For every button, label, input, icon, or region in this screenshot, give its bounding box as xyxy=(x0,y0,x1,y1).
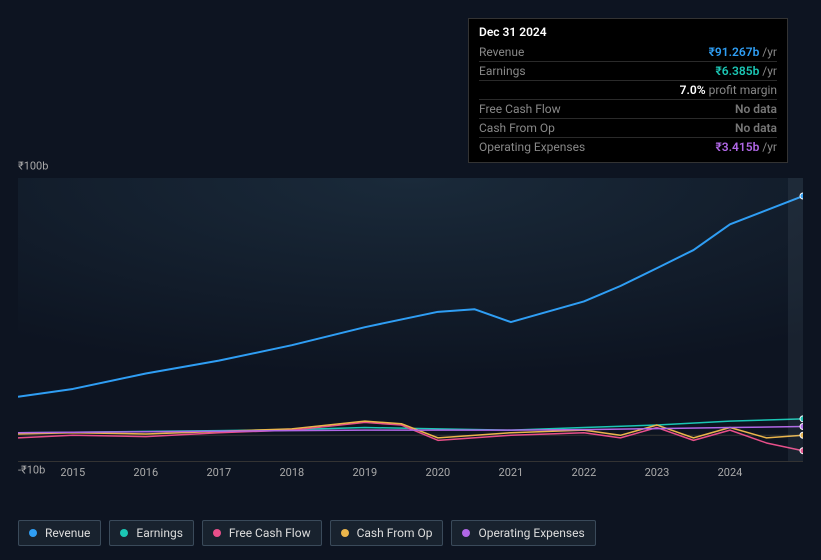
tooltip-row-suffix: profit margin xyxy=(706,83,777,97)
legend: Revenue Earnings Free Cash Flow Cash From O… xyxy=(18,520,596,546)
tooltip-row-value-wrap: ₹3.415b /yr xyxy=(715,140,777,154)
x-tick-label: 2015 xyxy=(60,466,85,479)
x-tick-label: 2016 xyxy=(133,466,158,479)
tooltip-rows: Revenue ₹91.267b /yr Earnings ₹6.385b /yr 7.… xyxy=(479,43,777,156)
tooltip-row: Revenue ₹91.267b /yr xyxy=(479,43,777,61)
tooltip-row: Cash From Op No data xyxy=(479,118,777,137)
legend-label: Earnings xyxy=(136,526,183,540)
legend-label: Cash From Op xyxy=(357,526,433,540)
tooltip-row-value: No data xyxy=(735,121,777,135)
tooltip-row-suffix: /yr xyxy=(759,64,777,78)
x-tick-label: 2019 xyxy=(352,466,377,479)
x-tick-label: 2020 xyxy=(426,466,451,479)
legend-swatch xyxy=(213,529,221,537)
legend-label: Free Cash Flow xyxy=(229,526,311,540)
tooltip-row-label: Operating Expenses xyxy=(479,140,585,154)
x-tick-label: 2024 xyxy=(718,466,743,479)
highlight-band xyxy=(788,178,803,461)
legend-label: Operating Expenses xyxy=(478,526,584,540)
tooltip-row-value-wrap: No data xyxy=(735,121,777,135)
tooltip-date: Dec 31 2024 xyxy=(479,25,777,43)
tooltip-row-value: No data xyxy=(735,102,777,116)
legend-label: Revenue xyxy=(45,526,90,540)
tooltip-row-value-wrap: No data xyxy=(735,102,777,116)
x-tick-label: 2018 xyxy=(279,466,304,479)
legend-swatch xyxy=(120,529,128,537)
x-tick-label: 2023 xyxy=(645,466,670,479)
y-tick-label: ₹100b xyxy=(18,160,48,173)
legend-item-free-cash-flow[interactable]: Free Cash Flow xyxy=(202,520,322,546)
legend-item-cash-from-op[interactable]: Cash From Op xyxy=(330,520,444,546)
tooltip-row-value: ₹3.415b xyxy=(715,140,759,154)
tooltip-row: Free Cash Flow No data xyxy=(479,99,777,118)
legend-item-operating-expenses[interactable]: Operating Expenses xyxy=(451,520,595,546)
legend-swatch xyxy=(29,529,37,537)
tooltip-row-value: ₹91.267b xyxy=(709,45,760,59)
chart-svg xyxy=(18,178,803,461)
tooltip-row-suffix: /yr xyxy=(759,140,777,154)
legend-swatch xyxy=(341,529,349,537)
chart: ₹100b₹0-₹10b 201520162017201820192020202… xyxy=(18,160,803,480)
tooltip-row: Operating Expenses ₹3.415b /yr xyxy=(479,137,777,156)
tooltip-card: Dec 31 2024 Revenue ₹91.267b /yr Earnings ₹… xyxy=(468,18,788,163)
tooltip-row-value-wrap: ₹91.267b /yr xyxy=(709,45,777,59)
tooltip-row-value-wrap: ₹6.385b /yr xyxy=(715,64,777,78)
tooltip-row-label: Cash From Op xyxy=(479,121,555,135)
series-line-revenue xyxy=(18,196,803,397)
tooltip-row: 7.0% profit margin xyxy=(479,80,777,99)
x-tick-label: 2017 xyxy=(206,466,231,479)
x-axis-labels: 2015 2016 2017 2018 2019 2020 2021 2022 2023 2024 xyxy=(18,466,803,482)
x-tick-label: 2022 xyxy=(572,466,597,479)
tooltip-row-value-wrap: 7.0% profit margin xyxy=(680,83,777,97)
tooltip-row-value: ₹6.385b xyxy=(715,64,759,78)
tooltip-row-label: Earnings xyxy=(479,64,526,78)
tooltip-row-suffix: /yr xyxy=(759,45,777,59)
tooltip-row-label: Free Cash Flow xyxy=(479,102,561,116)
x-tick-label: 2021 xyxy=(499,466,524,479)
tooltip-row-label: Revenue xyxy=(479,45,524,59)
legend-swatch xyxy=(462,529,470,537)
tooltip-row-value: 7.0% xyxy=(680,83,706,97)
legend-item-revenue[interactable]: Revenue xyxy=(18,520,101,546)
tooltip-row: Earnings ₹6.385b /yr xyxy=(479,61,777,80)
legend-item-earnings[interactable]: Earnings xyxy=(109,520,194,546)
plot-area[interactable] xyxy=(18,178,803,462)
